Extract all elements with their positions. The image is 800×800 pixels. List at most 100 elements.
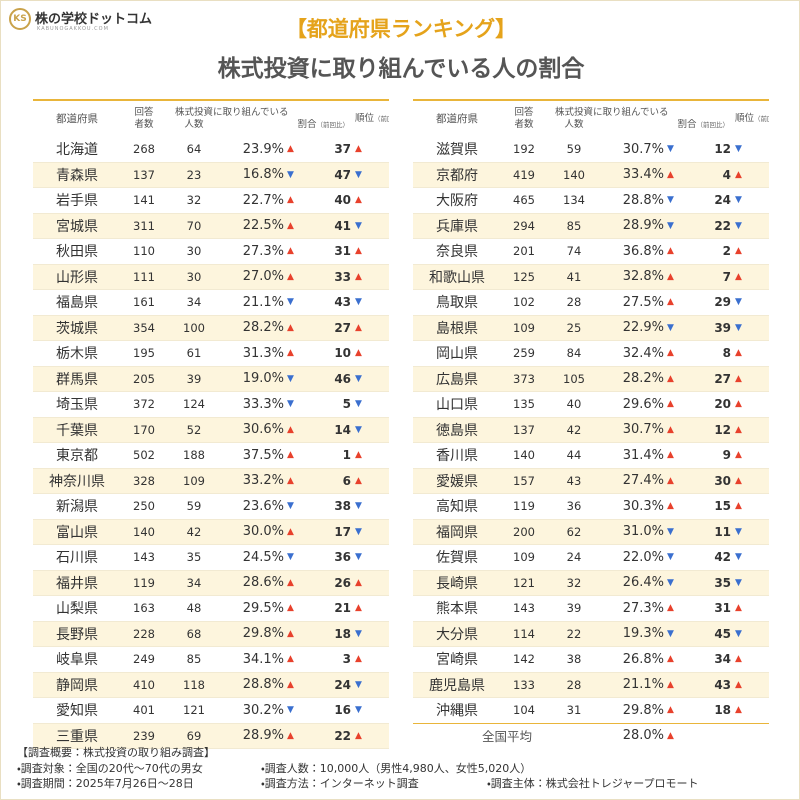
rank: 39 <box>685 315 736 341</box>
table-row: 神奈川県 328 109 33.2% ▲ 6 ▲ <box>33 468 390 494</box>
footer-item: ・調査人数：10,000人（男性4,980人、女性5,020人） <box>261 761 532 775</box>
prefecture: 京都府 <box>413 162 501 188</box>
investors: 109 <box>167 468 221 494</box>
table-row: 香川県 140 44 31.4% ▲ 9 ▲ <box>413 443 770 468</box>
rate: 31.3% <box>242 345 284 361</box>
rank: 43 <box>334 295 352 310</box>
investors: 22 <box>547 621 601 647</box>
rank: 27 <box>685 366 736 392</box>
rate: 29.8% <box>622 702 664 718</box>
header-rate: 割合（前回比） <box>601 119 735 137</box>
title: 【都道府県ランキング】 <box>285 17 517 41</box>
investors: 124 <box>183 397 205 412</box>
rank-change: ▲ <box>735 162 770 188</box>
respondents: 192 <box>513 142 535 157</box>
rank-change: ▲ <box>735 366 770 392</box>
prefecture: 島根県 <box>413 315 501 341</box>
respondents: 104 <box>513 703 535 718</box>
investors: 52 <box>167 417 221 443</box>
investors: 28 <box>547 672 601 698</box>
prefecture: 愛知県 <box>56 703 98 720</box>
rate: 30.3% <box>622 498 664 514</box>
table-row: 群馬県 205 39 19.0% ▼ 46 ▼ <box>33 366 390 392</box>
header-text: 者数 <box>134 119 154 130</box>
rank-change: ▲ <box>735 450 742 461</box>
investors: 24 <box>566 550 582 565</box>
prefecture: 福岡県 <box>413 519 501 545</box>
rate-change: ▲ <box>287 144 294 155</box>
rank: 21 <box>334 601 352 616</box>
rank-change: ▲ <box>735 246 742 257</box>
respondents: 354 <box>121 315 167 341</box>
respondents: 109 <box>501 315 547 341</box>
prefecture: 香川県 <box>436 448 478 465</box>
rank-change: ▲ <box>735 264 770 290</box>
investors: 41 <box>547 264 601 290</box>
header-text: 回答 <box>134 107 154 118</box>
investors: 32 <box>547 570 601 596</box>
header-investors-group: 株式投資に取り組んでいる <box>175 107 289 118</box>
rank: 12 <box>685 417 736 443</box>
rate: 29.6% <box>622 396 664 412</box>
table-row: 山口県 135 40 29.6% ▲ 20 ▲ <box>413 392 770 417</box>
investors: 84 <box>566 346 582 361</box>
rank-change: ▼ <box>355 501 362 512</box>
rate-change: ▲ <box>287 213 305 239</box>
respondents: 195 <box>133 346 155 361</box>
table-row: 静岡県 410 118 28.8% ▲ 24 ▼ <box>33 672 390 698</box>
investors: 36 <box>566 499 582 514</box>
rank: 41 <box>305 213 356 239</box>
rank: 7 <box>685 264 736 290</box>
prefecture: 山形県 <box>33 264 121 290</box>
prefecture: 佐賀県 <box>436 550 478 567</box>
rank: 38 <box>334 499 352 514</box>
respondents: 201 <box>513 244 535 259</box>
rank: 24 <box>305 672 356 698</box>
table-row: 滋賀県 192 59 30.7% ▼ 12 ▼ <box>413 137 770 162</box>
table-row: 和歌山県 125 41 32.8% ▲ 7 ▲ <box>413 264 770 290</box>
rate: 30.7% <box>601 417 667 443</box>
rate-change: ▼ <box>287 366 305 392</box>
rate-change: ▼ <box>667 570 685 596</box>
rank-change: ▲ <box>355 144 362 155</box>
rate-change: ▼ <box>667 621 685 647</box>
rate-change: ▲ <box>287 621 305 647</box>
rate: 21.1% <box>242 294 284 310</box>
prefecture: 新潟県 <box>56 499 98 516</box>
prefecture: 広島県 <box>413 366 501 392</box>
rank-change: ▲ <box>735 417 770 443</box>
footer: 【調査概要：株式投資の取り組み調査】 ・調査対象：全国の20代～70代の男女 ・調… <box>17 745 699 792</box>
rate: 27.0% <box>221 264 287 290</box>
header-text: 順位 <box>735 113 755 124</box>
table-row: 愛媛県 157 43 27.4% ▲ 30 ▲ <box>413 468 770 494</box>
rank: 10 <box>334 346 352 361</box>
rank-change: ▲ <box>735 501 742 512</box>
prefecture: 神奈川県 <box>33 468 121 494</box>
table-row: 福岡県 200 62 31.0% ▼ 11 ▼ <box>413 519 770 545</box>
rate-change: ▲ <box>287 246 294 257</box>
rate-change: ▼ <box>667 213 685 239</box>
rate-change: ▲ <box>287 672 305 698</box>
prefecture: 大阪府 <box>436 193 478 210</box>
rate: 27.4% <box>601 468 667 494</box>
rank-change: ▼ <box>355 399 362 410</box>
rank-change: ▲ <box>735 654 742 665</box>
prefecture: 栃木県 <box>56 346 98 363</box>
header-text: 回答 <box>514 107 534 118</box>
prefecture: 福島県 <box>56 295 98 312</box>
investors: 38 <box>566 652 582 667</box>
investors: 85 <box>547 213 601 239</box>
rank: 22 <box>305 723 356 749</box>
rank: 37 <box>334 142 352 157</box>
header-row: 人数 割合（前回比） <box>33 119 389 137</box>
investors: 28 <box>566 295 582 310</box>
table-row: 宮城県 311 70 22.5% ▲ 41 ▼ <box>33 213 390 239</box>
rate: 23.6% <box>242 498 284 514</box>
rate-change: ▼ <box>667 195 674 206</box>
rank-change: ▲ <box>355 315 390 341</box>
rate: 24.5% <box>242 549 284 565</box>
rate-change: ▲ <box>667 162 685 188</box>
prefecture: 鳥取県 <box>436 295 478 312</box>
respondents: 109 <box>513 550 535 565</box>
